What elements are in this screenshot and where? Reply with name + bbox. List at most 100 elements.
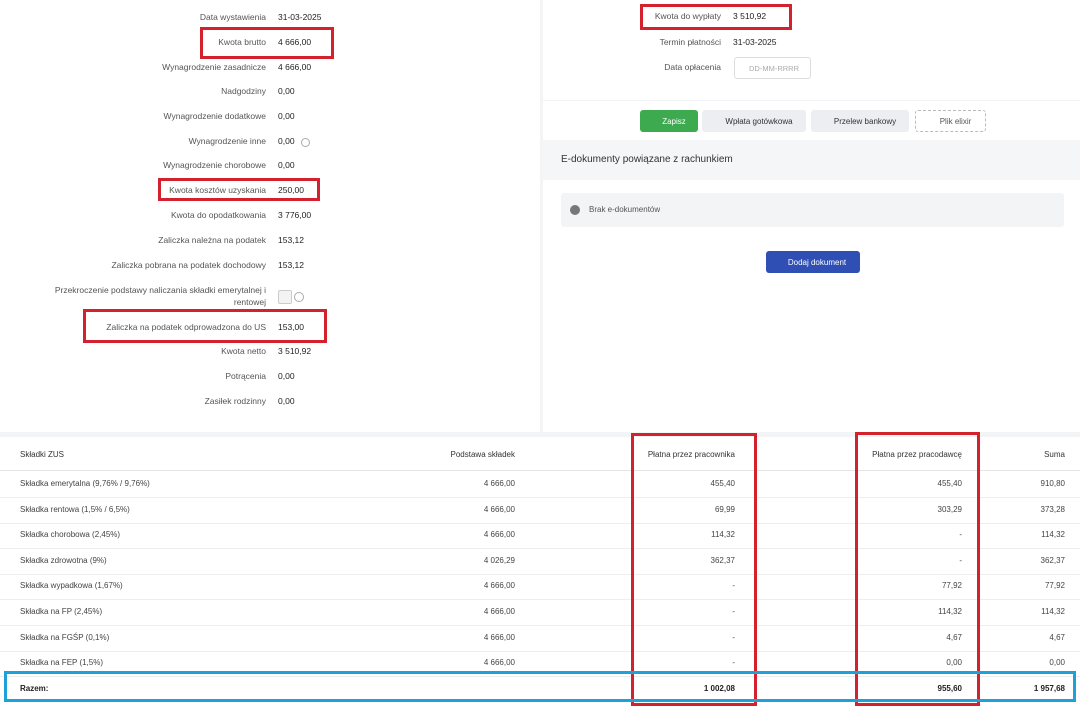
row-line (0, 625, 1080, 626)
checkbox[interactable] (278, 290, 292, 304)
field-value: 31-03-2025 (733, 37, 777, 47)
table-cell: 4 666,00 (483, 658, 515, 668)
table-header: Płatna przez pracownika (647, 450, 735, 459)
right-panel-top (543, 0, 1080, 100)
field-value: 153,00 (278, 322, 304, 332)
table-cell: Składka na FGŚP (0,1%) (20, 632, 110, 642)
field-value: 0,00 (278, 136, 295, 146)
field-label: Zaliczka na podatek odprowadzona do US (106, 322, 266, 332)
table-cell: - (732, 581, 735, 591)
field-label: Kwota brutto (218, 37, 266, 47)
button[interactable]: Wpłata gotówkowa (702, 110, 806, 132)
table-cell: 0,00 (1049, 658, 1065, 668)
help-icon (301, 138, 310, 147)
table-header: Podstawa składek (450, 450, 515, 459)
total-cell: 1 957,68 (1033, 684, 1065, 693)
field-value: 4 666,00 (278, 62, 312, 72)
table-cell: 69,99 (714, 504, 735, 514)
help-icon (294, 292, 304, 302)
table-cell: - (959, 530, 962, 540)
field-label: Wynagrodzenie inne (188, 136, 266, 146)
field-label: Zaliczka należna na podatek (158, 235, 266, 245)
table-cell: 4 666,00 (483, 530, 515, 540)
table-cell: Składka zdrowotna (9%) (20, 555, 107, 565)
highlight-box (640, 4, 792, 30)
highlight-box (200, 27, 334, 59)
edocs-title: E-dokumenty powiązane z rachunkiem (561, 154, 733, 165)
table-header: Składki ZUS (20, 450, 65, 459)
highlight-box (855, 432, 980, 706)
table-cell: 362,37 (1040, 555, 1065, 565)
field-label: Kwota kosztów uzyskania (169, 185, 266, 195)
field-label: Data wystawienia (199, 12, 266, 22)
table-cell: 910,80 (1040, 479, 1065, 488)
field-label: Kwota netto (221, 346, 266, 356)
table-cell: 114,32 (1041, 530, 1065, 540)
table-cell: - (732, 607, 735, 616)
table-cell: - (732, 632, 735, 642)
field-label: Potrącenia (225, 371, 266, 381)
field-value: 153,12 (278, 260, 304, 270)
highlight-box (631, 433, 757, 706)
button[interactable]: Plik elixir (915, 110, 986, 132)
field-value: 4 666,00 (278, 37, 312, 47)
field-label: Nadgodziny (221, 86, 266, 96)
table-cell: 455,40 (937, 479, 962, 488)
table-cell: 0,00 (946, 658, 962, 668)
table-cell: 4 666,00 (483, 479, 515, 488)
info-icon (570, 205, 580, 215)
highlight-box (83, 309, 327, 343)
left-panel (0, 0, 540, 432)
row-line (0, 676, 1080, 678)
table-cell: 362,37 (710, 555, 735, 565)
table-cell: 4,67 (1049, 632, 1065, 642)
table-cell: Składka na FEP (1,5%) (20, 658, 104, 668)
row-line (0, 470, 1080, 471)
row-line (0, 599, 1080, 601)
total-cell: 1 002,08 (703, 684, 735, 693)
row-line (0, 522, 1080, 524)
edocs-empty: Brak e-dokumentów (589, 205, 661, 214)
table-cell: Składka emerytalna (9,76% / 9,76%) (20, 479, 150, 488)
table-panel (0, 437, 1080, 710)
add-button[interactable]: Dodaj dokument (766, 251, 860, 273)
table-cell: 4,67 (946, 632, 962, 642)
table-header: Suma (1044, 450, 1065, 459)
field-label: Przekroczenie podstawy naliczania składk… (54, 285, 266, 307)
field-label: Data opłacenia (664, 62, 721, 72)
table-header: Płatna przez pracodawcę (872, 450, 962, 459)
table-cell: 455,40 (710, 479, 735, 488)
highlight-box (4, 671, 1076, 702)
row-line (0, 497, 1080, 498)
field-value: 0,00 (278, 160, 295, 170)
table-cell: Składka wypadkowa (1,67%) (20, 581, 123, 591)
total-label: Razem: (20, 684, 49, 693)
field-label: Kwota do opodatkowania (171, 210, 266, 220)
table-cell: Składka rentowa (1,5% / 6,5%) (20, 504, 130, 514)
total-cell: 955,60 (937, 684, 962, 693)
table-cell: 114,32 (1041, 607, 1065, 616)
table-cell: 4 666,00 (483, 581, 515, 591)
table-cell: 4 666,00 (483, 607, 515, 616)
field-label: Kwota do wypłaty (654, 11, 721, 21)
field-label: Zaliczka pobrana na podatek dochodowy (111, 260, 266, 270)
table-cell: 114,32 (711, 530, 735, 540)
button[interactable]: Zapisz (640, 110, 698, 132)
field-label: Zasiłek rodzinny (204, 396, 266, 406)
field-value: 0,00 (278, 86, 295, 96)
table-cell: 114,32 (938, 607, 962, 616)
field-value: 250,00 (278, 185, 304, 195)
highlight-box (158, 178, 320, 201)
field-value: 31-03-2025 (278, 12, 322, 22)
table-cell: 303,29 (937, 504, 962, 514)
button[interactable]: Przelew bankowy (811, 110, 909, 132)
field-value: 3 510,92 (278, 346, 312, 356)
row-line (0, 573, 1080, 575)
table-cell: Składka chorobowa (2,45%) (20, 530, 121, 540)
field-label: Wynagrodzenie chorobowe (163, 160, 266, 170)
table-cell: 4 666,00 (483, 632, 515, 642)
date-input[interactable]: DD-MM-RRRR (734, 57, 811, 79)
field-value: 3 776,00 (278, 210, 312, 220)
edocs-empty-box (561, 193, 1064, 227)
